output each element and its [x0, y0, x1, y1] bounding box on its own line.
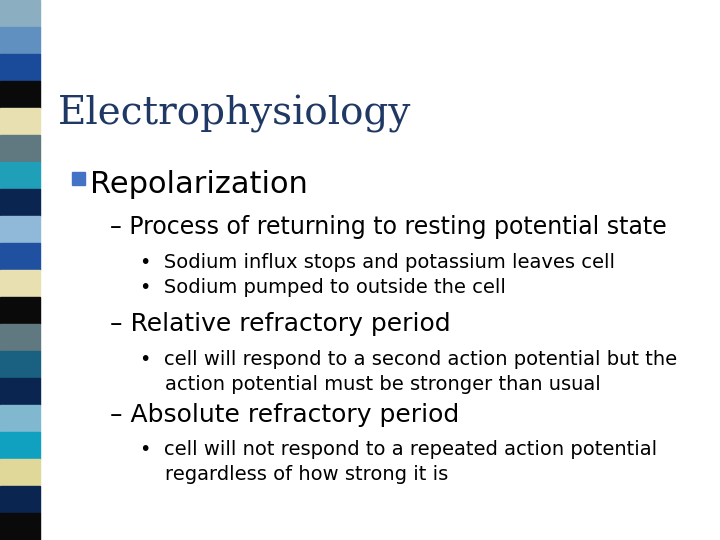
Text: – Process of returning to resting potential state: – Process of returning to resting potent…	[110, 215, 667, 239]
Bar	[0, 135, 40, 162]
Bar	[0, 297, 40, 324]
Bar	[0, 216, 40, 243]
Bar	[0, 81, 40, 108]
Text: •  cell will not respond to a repeated action potential
    regardless of how st: • cell will not respond to a repeated ac…	[140, 440, 657, 484]
Bar	[0, 432, 40, 459]
Bar	[0, 378, 40, 405]
Bar	[0, 324, 40, 351]
Bar	[0, 162, 40, 189]
Bar	[0, 189, 40, 216]
Bar	[0, 270, 40, 297]
Text: – Relative refractory period: – Relative refractory period	[110, 312, 451, 336]
Bar	[0, 0, 40, 27]
Text: – Absolute refractory period: – Absolute refractory period	[110, 403, 459, 427]
Text: •  Sodium influx stops and potassium leaves cell: • Sodium influx stops and potassium leav…	[140, 253, 615, 272]
Bar	[0, 405, 40, 432]
Bar	[0, 108, 40, 135]
Bar	[0, 243, 40, 270]
Text: Repolarization: Repolarization	[90, 170, 308, 199]
Text: •  Sodium pumped to outside the cell: • Sodium pumped to outside the cell	[140, 278, 506, 297]
Bar	[0, 351, 40, 378]
Text: Electrophysiology: Electrophysiology	[58, 95, 411, 133]
Bar	[0, 54, 40, 81]
Bar	[0, 513, 40, 540]
Bar	[0, 459, 40, 486]
Bar	[72, 172, 85, 185]
Bar	[0, 486, 40, 513]
Bar	[0, 27, 40, 54]
Text: •  cell will respond to a second action potential but the
    action potential m: • cell will respond to a second action p…	[140, 350, 677, 394]
